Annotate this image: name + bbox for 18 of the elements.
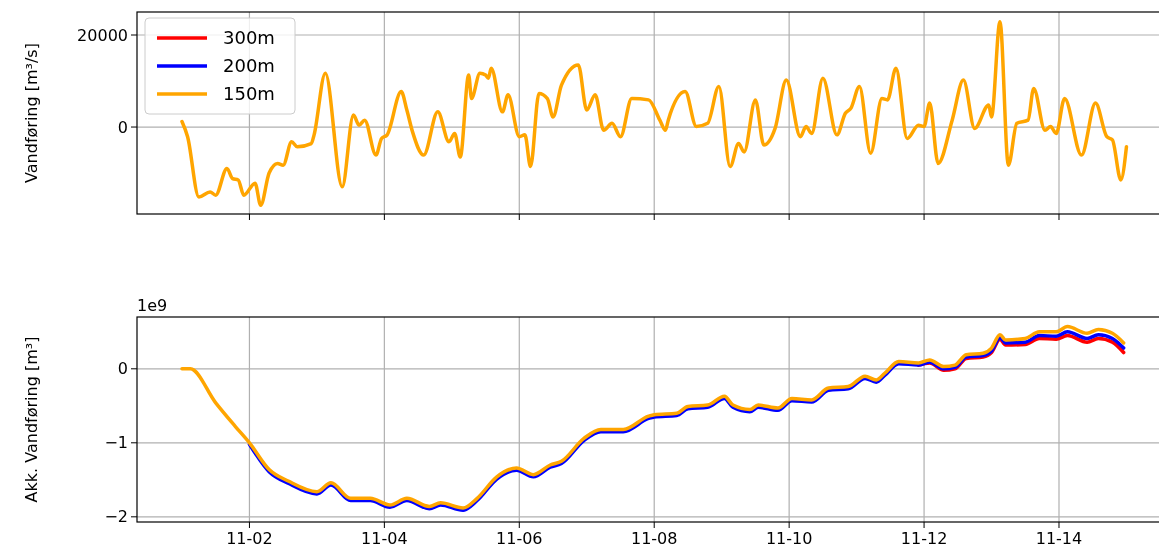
- text: 1e9: [137, 296, 168, 315]
- x-tick-label: 11-06: [496, 529, 543, 548]
- x-tick-label: 11-08: [630, 529, 678, 548]
- y-tick-label: 0: [117, 359, 128, 379]
- y-axis-title: Vandføring [m³/s]: [22, 43, 41, 183]
- y-tick-label: 0: [117, 117, 128, 137]
- legend-label: 200m: [223, 55, 275, 77]
- y-axis-title: Akk. Vandføring [m³]: [22, 336, 41, 503]
- x-tick-label: 11-10: [765, 529, 813, 548]
- legend-label: 300m: [223, 27, 275, 49]
- x-tick-label: 11-04: [361, 529, 408, 548]
- y-tick-label: 20000: [77, 25, 128, 45]
- y-tick-label: −1: [104, 433, 128, 453]
- x-tick-label: 11-14: [1035, 529, 1083, 548]
- y-tick-label: −2: [104, 507, 128, 527]
- x-tick-label: 11-12: [900, 529, 948, 548]
- x-tick-label: 11-02: [226, 529, 273, 548]
- legend-label: 150m: [223, 83, 275, 105]
